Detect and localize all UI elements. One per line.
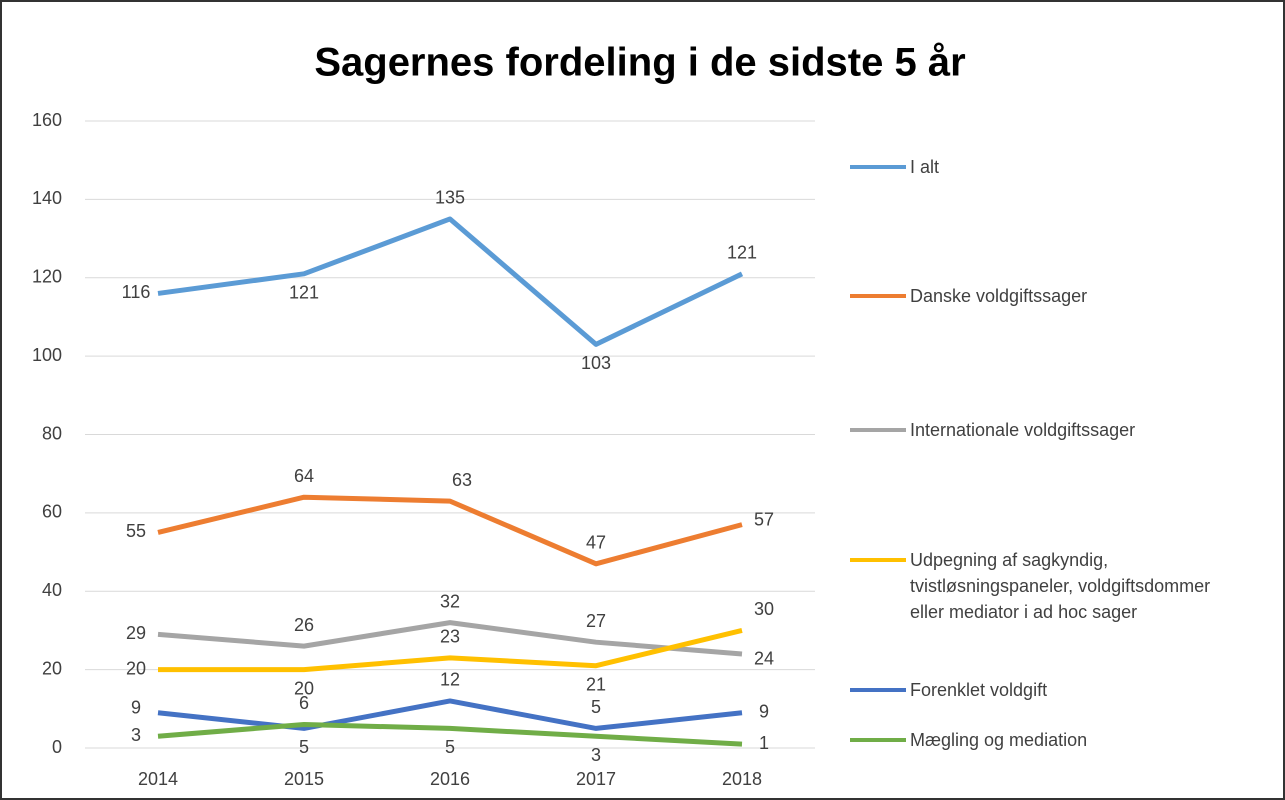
legend-item: Udpegning af sagkyndig, tvistløsningspan… [850,547,1270,625]
legend-label: Udpegning af sagkyndig, tvistløsningspan… [910,550,1211,622]
data-label: 32 [440,591,460,611]
data-label: 20 [126,658,146,678]
y-tick-label: 80 [42,423,62,443]
legend-item: Forenklet voldgift [850,677,1270,703]
series-line [157,494,743,567]
data-label: 135 [435,188,465,208]
legend-label: Forenklet voldgift [910,680,1048,700]
x-tick-label: 2016 [430,769,470,789]
data-label: 23 [440,627,460,647]
data-label: 5 [445,737,455,757]
data-label: 9 [131,697,141,717]
data-label: 27 [586,611,606,631]
series-line [157,216,744,347]
legend-swatch [850,558,906,562]
y-tick-label: 100 [32,345,62,365]
data-label: 30 [754,599,774,619]
data-label: 20 [294,678,314,698]
chart-title: Sagernes fordeling i de sidste 5 år [314,41,965,85]
legend-label: I alt [910,157,940,177]
data-label: 103 [581,353,611,373]
x-tick-label: 2017 [576,769,616,789]
data-label: 1 [759,733,769,753]
data-label: 116 [122,282,151,302]
legend-swatch [850,688,906,692]
legend-item: Internationale voldgiftssager [850,417,1270,443]
series-line [157,620,743,657]
data-label: 121 [289,283,319,303]
legend-item: Danske voldgiftssager [850,283,1270,309]
legend-label: Mægling og mediation [910,730,1088,750]
y-tick-label: 140 [32,188,62,208]
legend-swatch [850,294,906,298]
legend-label: Danske voldgiftssager [910,286,1088,306]
legend-label: Internationale voldgiftssager [910,420,1136,440]
data-label: 121 [727,243,757,263]
data-label: 5 [591,697,601,717]
data-label: 3 [591,745,601,765]
data-label: 6 [299,693,309,713]
series-line [157,698,743,731]
data-label: 55 [126,521,146,541]
data-label: 5 [299,737,309,757]
series-line [157,721,743,747]
y-tick-label: 60 [42,502,62,522]
y-tick-label: 0 [52,737,62,757]
y-tick-label: 20 [42,658,62,678]
data-label: 21 [586,674,606,694]
x-tick-label: 2014 [138,769,178,789]
legend-swatch [850,428,906,432]
legend-swatch [850,165,906,169]
data-label: 57 [754,509,774,529]
y-tick-label: 120 [32,267,62,287]
data-label: 26 [294,615,314,635]
data-label: 3 [131,725,141,745]
data-label: 12 [440,670,460,690]
y-tick-label: 40 [42,580,62,600]
data-label: 24 [754,649,774,669]
data-label: 47 [586,533,606,553]
legend-item: I alt [850,154,1270,180]
legend-swatch [850,738,906,742]
legend-item: Mægling og mediation [850,727,1270,753]
data-label: 29 [126,623,146,643]
series-line [158,628,743,673]
data-label: 9 [759,701,769,721]
x-tick-label: 2018 [722,769,762,789]
data-label: 63 [452,470,472,490]
data-label: 64 [294,466,314,486]
y-tick-label: 160 [32,110,62,130]
x-tick-label: 2015 [284,769,324,789]
